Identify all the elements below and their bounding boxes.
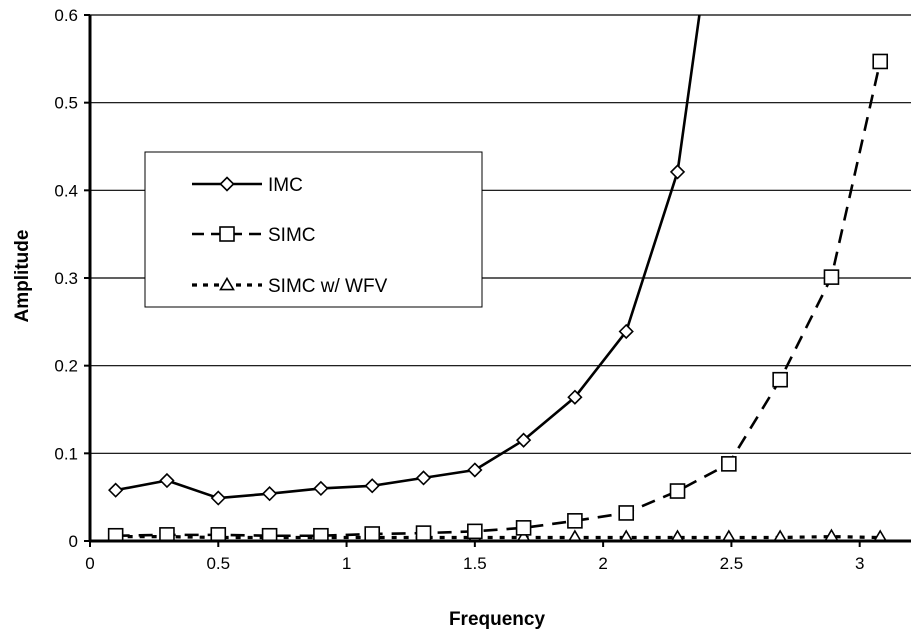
y-tick-label-0: 0 <box>69 532 78 551</box>
series-line-2 <box>115 535 881 540</box>
data-point-0-7 <box>467 462 483 478</box>
data-point-1-15 <box>872 53 889 70</box>
data-point-1-9 <box>567 513 583 529</box>
data-point-0-1 <box>159 472 175 489</box>
data-point-0-2 <box>210 490 226 506</box>
data-point-1-3 <box>261 527 278 541</box>
data-point-1-5 <box>364 526 381 541</box>
data-point-2-12 <box>722 529 736 541</box>
y-tick-label-3: 0.3 <box>54 269 78 288</box>
legend-label-2: SIMC w/ WFV <box>268 276 388 297</box>
data-point-1-8 <box>515 520 532 536</box>
y-tick-label-5: 0.5 <box>54 94 78 113</box>
y-tick-label-6: 0.6 <box>54 6 78 25</box>
data-point-0-10 <box>618 323 634 340</box>
x-tick-label-0: 0 <box>85 554 94 573</box>
x-axis-title: Frequency <box>449 609 546 630</box>
data-point-2-9 <box>568 529 582 541</box>
data-point-1-2 <box>210 527 227 541</box>
x-tick-label-4: 2 <box>598 554 607 573</box>
data-point-2-11 <box>670 529 685 541</box>
x-tick-label-6: 3 <box>855 554 864 573</box>
legend-label-0: IMC <box>268 175 303 196</box>
legend-label-1: SIMC <box>268 225 316 246</box>
data-point-1-10 <box>618 505 635 521</box>
data-point-0-11 <box>669 164 686 180</box>
data-point-1-4 <box>313 527 329 541</box>
data-point-2-8 <box>516 529 531 541</box>
legend: IMC SIMC SIMC w/ WFV <box>144 151 483 308</box>
y-axis-title: Amplitude <box>12 230 33 323</box>
data-point-0-0 <box>108 482 124 498</box>
legend-marker-0 <box>219 176 235 192</box>
data-point-0-4 <box>313 480 329 497</box>
series-0 <box>108 15 701 506</box>
tick-labels: 0 0.1 0.2 0.3 0.4 0.5 0.6 0 0.5 1 1.5 2 2.5 3 <box>54 6 864 573</box>
data-point-1-0 <box>107 527 124 541</box>
data-point-2-15 <box>873 529 888 541</box>
x-tick-label-5: 2.5 <box>720 554 744 573</box>
data-point-0-9 <box>567 389 583 405</box>
data-point-0-3 <box>261 486 278 502</box>
data-point-2-10 <box>619 529 634 541</box>
data-point-2-13 <box>773 529 787 541</box>
data-point-0-6 <box>415 470 432 486</box>
data-point-2-14 <box>824 528 839 541</box>
data-point-1-1 <box>159 527 175 541</box>
y-tick-label-4: 0.4 <box>54 181 78 200</box>
x-tick-label-2: 1 <box>342 554 351 573</box>
legend-box <box>144 151 483 308</box>
axes <box>84 14 911 547</box>
data-point-1-12 <box>721 456 737 472</box>
data-point-1-6 <box>415 525 432 541</box>
data-point-0-8 <box>515 432 532 448</box>
series-layer <box>107 15 889 541</box>
legend-marker-2 <box>219 276 235 291</box>
series-line-1 <box>115 61 882 538</box>
series-1 <box>107 53 889 541</box>
y-tick-label-1: 0.1 <box>54 444 78 463</box>
x-tick-label-1: 0.5 <box>206 554 230 573</box>
data-point-1-11 <box>669 483 686 499</box>
y-tick-label-2: 0.2 <box>54 357 78 376</box>
data-point-1-7 <box>467 523 483 540</box>
data-point-1-14 <box>823 269 840 285</box>
data-point-1-13 <box>772 371 788 388</box>
legend-marker-1 <box>219 226 235 242</box>
data-point-0-5 <box>364 478 380 494</box>
x-tick-label-3: 1.5 <box>463 554 487 573</box>
